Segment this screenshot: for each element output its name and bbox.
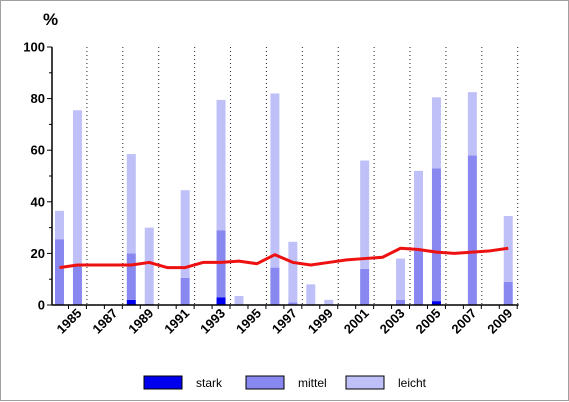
legend-label-leicht: leicht [398, 376, 427, 390]
bars [55, 92, 513, 305]
bar-leicht-2005 [431, 97, 441, 169]
bar-stark-2005 [431, 301, 441, 305]
x-tick-label: 2003 [377, 306, 408, 337]
y-tick-label: 100 [23, 40, 45, 55]
y-tick-label: 0 [38, 298, 45, 313]
bar-leicht-1999 [324, 299, 334, 305]
legend-label-stark: stark [196, 376, 223, 390]
bar-mittel-1985 [72, 265, 82, 305]
y-tick-label: 20 [31, 246, 45, 261]
x-tick-label: 1997 [269, 306, 300, 337]
x-tick-label: 1995 [233, 306, 264, 337]
bar-leicht-2007 [467, 92, 477, 156]
bar-mittel-2009 [503, 281, 513, 305]
bar-leicht-1997 [288, 241, 298, 303]
y-tick-label: 40 [31, 194, 45, 209]
bar-mittel-1991 [180, 277, 190, 305]
x-tick-label: 1991 [161, 306, 192, 337]
bar-leicht-1994 [234, 295, 244, 305]
bar-leicht-2003 [396, 258, 406, 300]
bar-leicht-1988 [126, 154, 136, 254]
x-tick-label: 1993 [197, 306, 228, 337]
bar-stark-1993 [216, 297, 226, 305]
bar-leicht-1998 [306, 284, 316, 305]
bar-leicht-2001 [360, 160, 370, 269]
bar-mittel-2004 [414, 249, 423, 305]
bar-leicht-1993 [216, 99, 226, 231]
bar-leicht-1984 [55, 210, 64, 240]
x-tick-label: 1985 [54, 306, 85, 337]
bar-stark-1988 [126, 299, 136, 305]
legend-swatch-mittel [245, 375, 285, 390]
bar-mittel-2005 [431, 168, 441, 302]
bar-mittel-1984 [55, 239, 64, 305]
bar-mittel-1997 [288, 302, 298, 305]
x-tick-label: 1989 [125, 306, 156, 337]
bar-leicht-1996 [270, 93, 280, 268]
x-tick-label: 1999 [305, 306, 336, 337]
x-tick-label: 2009 [484, 306, 515, 337]
bar-mittel-1988 [126, 253, 136, 300]
bar-mittel-2003 [396, 299, 406, 305]
bar-leicht-1985 [72, 110, 82, 266]
grid-lines [86, 47, 519, 305]
trend-line [59, 246, 509, 270]
x-tick-label: 2001 [341, 306, 372, 337]
y-axis-unit-label: % [43, 10, 58, 29]
legend-swatch-leicht [345, 375, 385, 390]
bar-leicht-1989 [144, 227, 154, 304]
trend-line-layer [59, 246, 509, 270]
x-tick-label: 2005 [413, 306, 444, 337]
legend-swatch-stark [143, 375, 183, 390]
y-tick-label: 60 [31, 143, 45, 158]
bar-leicht-2004 [414, 170, 423, 250]
legend-label-mittel: mittel [298, 376, 327, 390]
y-tick-label: 80 [31, 91, 45, 106]
x-tick-label: 1987 [89, 306, 120, 337]
legend: stark mittel leicht [143, 375, 427, 390]
bar-mittel-2001 [360, 268, 370, 305]
x-tick-label: 2007 [448, 306, 479, 337]
bar-leicht-1991 [180, 190, 190, 278]
bar-mittel-2007 [467, 155, 477, 305]
bar-mittel-1996 [270, 267, 280, 305]
